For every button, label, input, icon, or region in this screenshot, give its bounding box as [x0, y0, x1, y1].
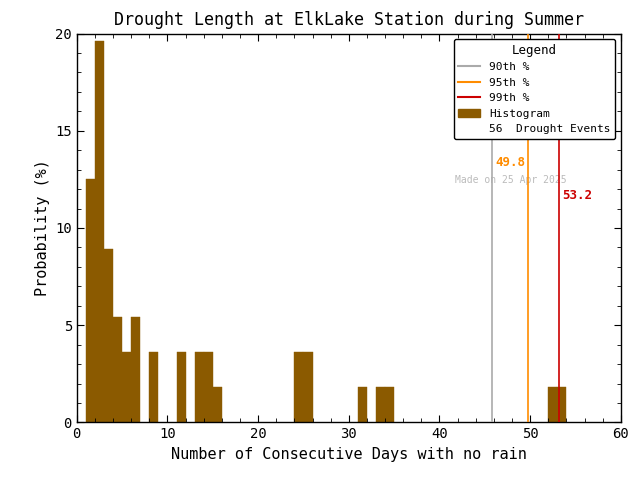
Bar: [122, 352, 131, 422]
Bar: [557, 387, 566, 422]
Text: 45.8: 45.8: [460, 117, 490, 130]
Bar: [95, 41, 104, 422]
Bar: [294, 352, 303, 422]
Bar: [86, 180, 95, 422]
Legend: 90th %, 95th %, 99th %, Histogram, 56  Drought Events: 90th %, 95th %, 99th %, Histogram, 56 Dr…: [454, 39, 615, 139]
Bar: [149, 352, 158, 422]
Bar: [376, 387, 385, 422]
Bar: [358, 387, 367, 422]
Title: Drought Length at ElkLake Station during Summer: Drought Length at ElkLake Station during…: [114, 11, 584, 29]
X-axis label: Number of Consecutive Days with no rain: Number of Consecutive Days with no rain: [171, 447, 527, 462]
Y-axis label: Probability (%): Probability (%): [35, 159, 50, 297]
Bar: [131, 317, 140, 422]
Text: 49.8: 49.8: [495, 156, 525, 169]
Bar: [104, 250, 113, 422]
Text: Made on 25 Apr 2025: Made on 25 Apr 2025: [455, 175, 566, 185]
Bar: [212, 387, 222, 422]
Bar: [204, 352, 212, 422]
Bar: [385, 387, 394, 422]
Bar: [195, 352, 204, 422]
Text: 53.2: 53.2: [562, 189, 592, 202]
Bar: [177, 352, 186, 422]
Bar: [303, 352, 312, 422]
Bar: [113, 317, 122, 422]
Bar: [548, 387, 557, 422]
